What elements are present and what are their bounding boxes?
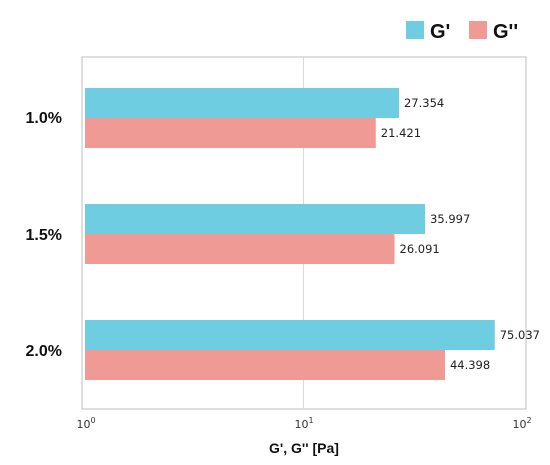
data-label-g-prime-0: 27.354 [404,96,444,110]
bars [85,88,495,380]
x-tick-0-base: 10 [76,418,90,431]
x-tick-1-base: 10 [294,418,308,431]
legend-swatch-g-double-prime [469,21,487,39]
data-labels: 27.354 21.421 35.997 26.091 75.037 44.398 [381,96,540,372]
x-tick-label-0: 100 [76,416,95,431]
legend-label-g-double-prime: G'' [493,21,518,43]
x-axis-title: G', G'' [Pa] [269,440,339,456]
category-label-2-0: 2.0% [26,343,62,360]
x-tick-labels: 100 101 102 [76,416,531,431]
data-label-g-double-prime-1: 26.091 [400,242,440,256]
data-label-g-double-prime-2: 44.398 [450,358,490,372]
category-label-1-5: 1.5% [26,227,62,244]
bar-g-double-prime-2 [85,350,445,380]
bar-g-double-prime-0 [85,118,376,148]
x-tick-1-exp: 1 [308,416,313,425]
legend-label-g-prime: G' [430,21,450,43]
category-label-1-0: 1.0% [26,110,62,127]
x-tick-label-1: 101 [294,416,313,431]
bar-g-prime-1 [85,204,426,234]
data-label-g-prime-1: 35.997 [430,212,470,226]
x-tick-label-2: 102 [512,416,531,431]
legend: G' G'' [406,21,518,43]
x-tick-0-exp: 0 [90,416,95,425]
bar-g-double-prime-1 [85,234,395,264]
x-tick-2-exp: 2 [526,416,531,425]
bar-g-prime-0 [85,88,399,118]
legend-swatch-g-prime [406,21,424,39]
bar-g-prime-2 [85,320,495,350]
data-label-g-double-prime-0: 21.421 [381,126,421,140]
data-label-g-prime-2: 75.037 [500,328,540,342]
category-labels: 1.0% 1.5% 2.0% [26,110,62,360]
x-tick-2-base: 10 [512,418,526,431]
